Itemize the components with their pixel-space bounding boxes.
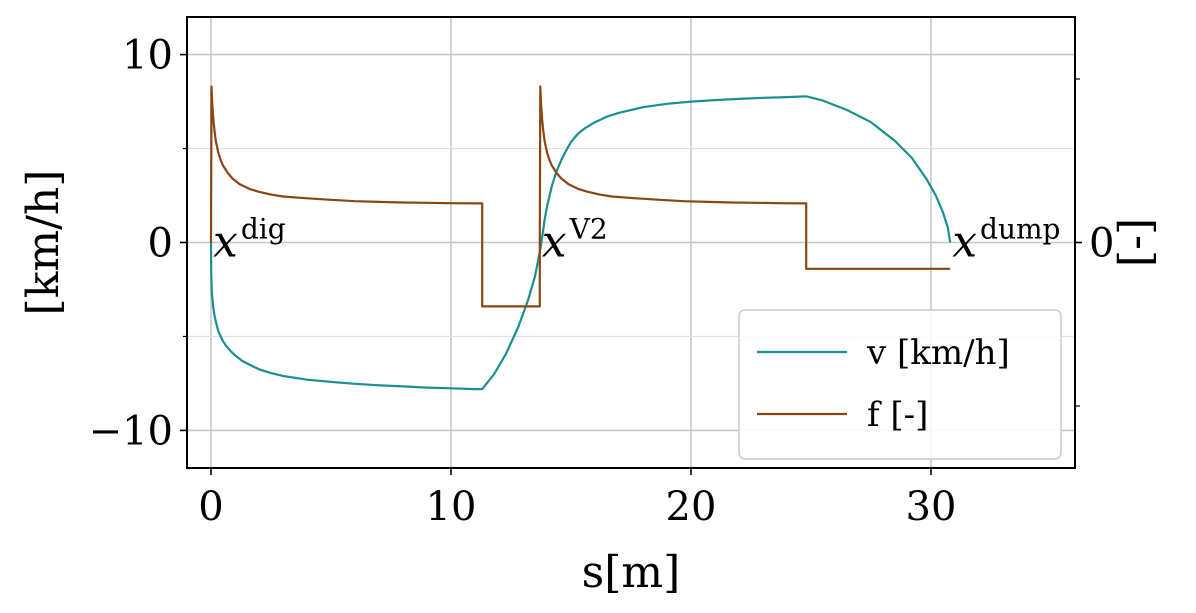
- legend-label: f [-]: [867, 395, 928, 435]
- series-line-1: [209, 85, 951, 308]
- annotation-label: x dump: [952, 213, 1060, 268]
- y-tick-label: 0: [148, 221, 173, 267]
- axis-layer: 0 10 20 30 −10 0 10 0 s[m] [km/h] [-]: [18, 33, 1161, 598]
- legend-label: v [km/h]: [866, 333, 1010, 373]
- x-axis-label: s[m]: [582, 547, 681, 598]
- annotation-layer: x dig x V2 x dump: [213, 213, 1060, 268]
- y-right-axis-label: [-]: [1110, 218, 1161, 267]
- legend: v [km/h] f [-]: [738, 309, 1062, 460]
- legend-box: [738, 309, 1062, 460]
- series-line-0: [209, 95, 952, 391]
- grid-layer: [187, 17, 1075, 468]
- annotation-label: x dig: [213, 213, 286, 268]
- x-tick-label: 30: [906, 484, 957, 530]
- y-tick-label: −10: [89, 408, 173, 454]
- y-right-tick-label: 0: [1089, 221, 1114, 267]
- series-layer: [209, 85, 952, 391]
- x-tick-label: 0: [198, 484, 223, 530]
- annotation-label: x V2: [542, 213, 608, 268]
- y-axis-label: [km/h]: [18, 170, 69, 316]
- x-tick-label: 20: [666, 484, 717, 530]
- y-tick-label: 10: [122, 33, 173, 79]
- x-tick-label: 10: [426, 484, 477, 530]
